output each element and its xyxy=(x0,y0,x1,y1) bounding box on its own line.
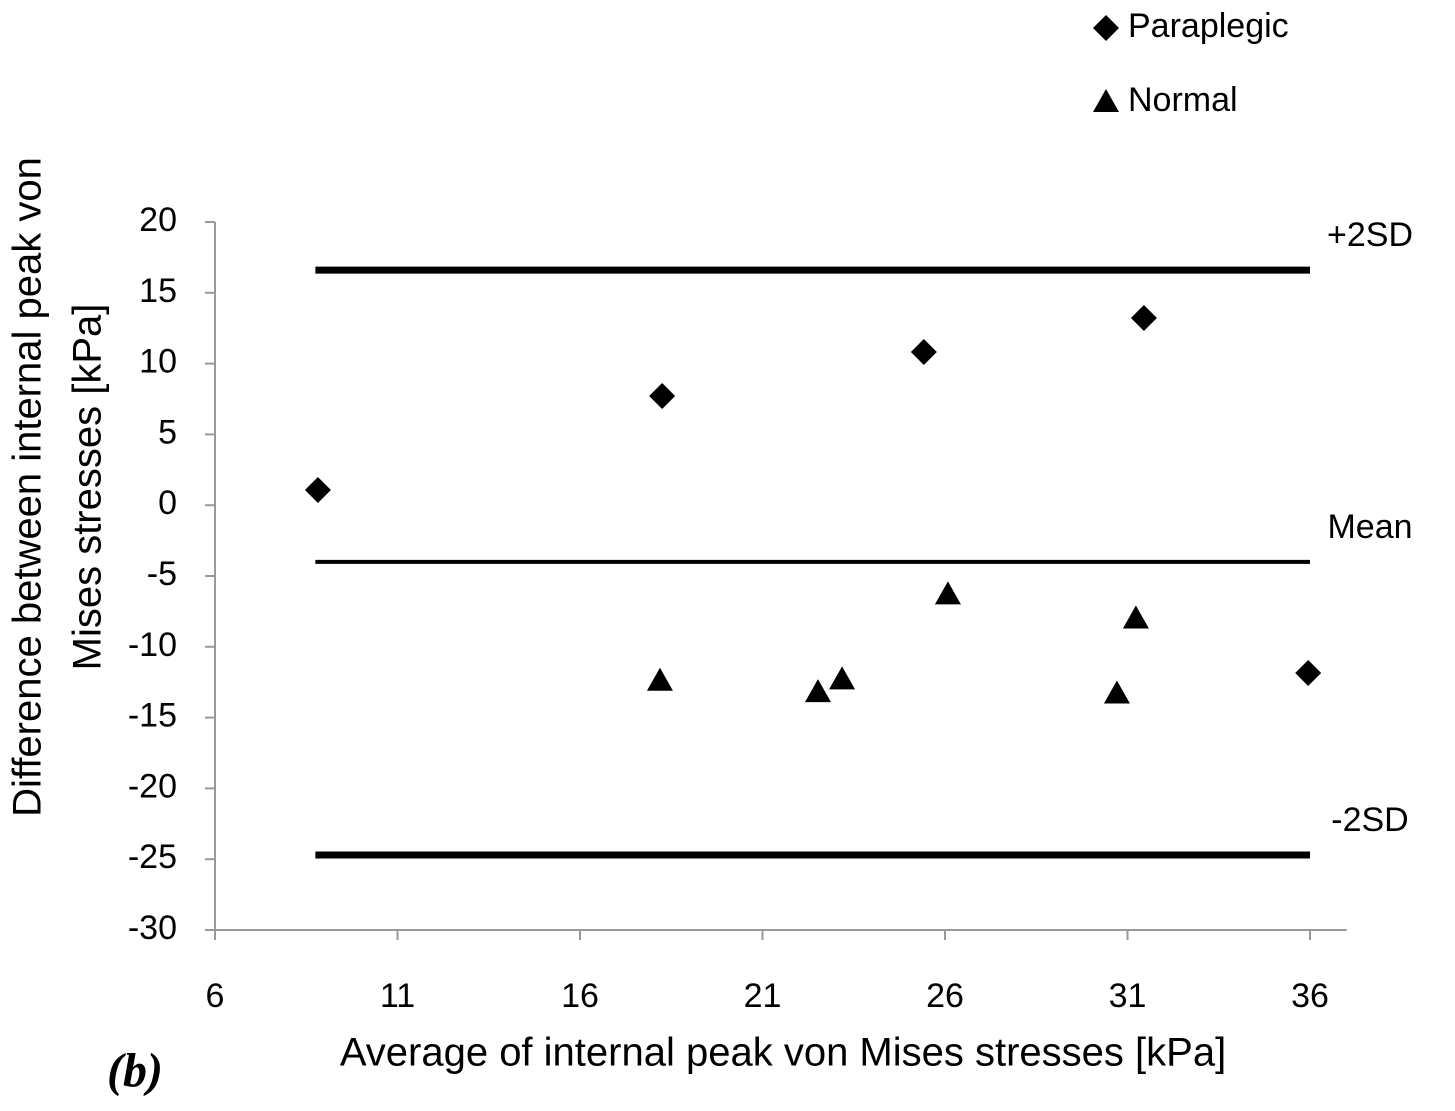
y-tick-label: 10 xyxy=(139,343,177,381)
triangle-marker xyxy=(1122,605,1149,629)
triangle-marker xyxy=(646,667,673,691)
triangle-marker xyxy=(804,679,831,703)
y-tick-label: -20 xyxy=(128,767,177,805)
y-tick-label: -10 xyxy=(128,626,177,664)
x-tick-label: 16 xyxy=(561,977,599,1015)
reference-label: Mean xyxy=(1327,508,1412,546)
diamond-marker xyxy=(649,383,676,410)
x-tick-label: 31 xyxy=(1109,977,1147,1015)
x-tick-label: 26 xyxy=(926,977,964,1015)
diamond-marker xyxy=(910,338,937,365)
y-axis-title: Mises stresses [kPa] xyxy=(66,304,110,671)
y-tick-label: -15 xyxy=(128,697,177,735)
x-tick-label: 6 xyxy=(206,977,225,1015)
y-tick-label: 5 xyxy=(158,413,177,451)
triangle-marker xyxy=(1103,680,1130,704)
y-tick-label: 15 xyxy=(139,272,177,310)
diamond-marker xyxy=(304,477,331,504)
panel-label: (b) xyxy=(107,1044,163,1097)
legend-marker xyxy=(1093,15,1119,41)
y-tick-label: -25 xyxy=(128,838,177,876)
legend-label: Paraplegic xyxy=(1128,7,1289,45)
reference-label: +2SD xyxy=(1327,216,1413,254)
triangle-marker xyxy=(829,666,856,690)
diamond-marker xyxy=(1295,659,1322,686)
triangle-marker xyxy=(934,581,961,605)
x-axis-title: Average of internal peak von Mises stres… xyxy=(340,1031,1226,1075)
reference-label: -2SD xyxy=(1331,801,1408,839)
diamond-marker xyxy=(1130,305,1157,332)
x-tick-label: 36 xyxy=(1291,977,1329,1015)
y-tick-label: 0 xyxy=(158,484,177,522)
y-tick-label: 20 xyxy=(139,201,177,239)
legend-label: Normal xyxy=(1128,81,1238,119)
x-tick-label: 21 xyxy=(744,977,782,1015)
legend-marker xyxy=(1093,89,1119,112)
y-axis-title: Difference between internal peak von xyxy=(6,157,50,817)
x-tick-label: 11 xyxy=(380,977,415,1015)
y-tick-label: -30 xyxy=(128,909,177,947)
y-tick-label: -5 xyxy=(147,555,177,593)
